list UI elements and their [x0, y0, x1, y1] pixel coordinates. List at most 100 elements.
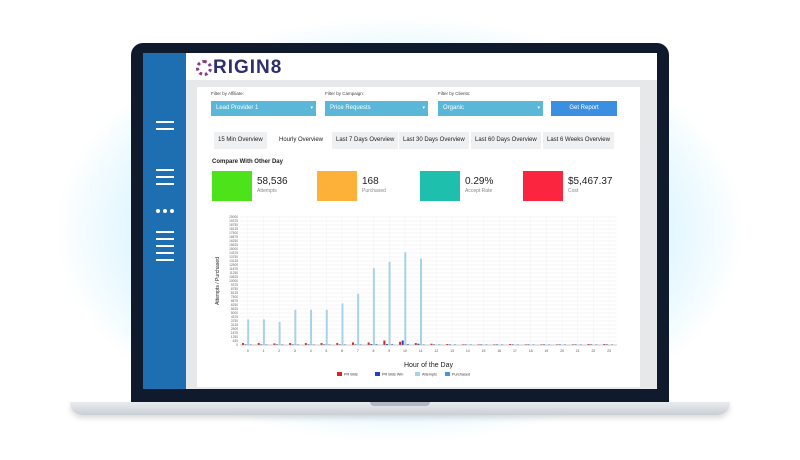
bar-purchased [328, 344, 331, 345]
bar-pr-bids [383, 340, 386, 345]
legend-swatch [337, 372, 342, 376]
bar-pr-bids [477, 344, 480, 345]
kpi-attempts-value: 58,536 [257, 176, 288, 187]
y-tick-label: 16875 [229, 235, 238, 239]
y-tick-label: 5000 [231, 311, 238, 315]
bar-pr-bids-win [323, 344, 326, 345]
y-tick-label: 15000 [229, 247, 238, 251]
bar-attempts [388, 261, 391, 345]
bar-pr-bids [509, 344, 512, 345]
y-tick-label: 9375 [231, 283, 238, 287]
y-tick-label: 16250 [229, 239, 238, 243]
bar-purchased [359, 344, 362, 345]
kpi-cost-label: Cost [568, 188, 579, 194]
bar-pr-bids-win [417, 343, 420, 345]
dashboard-panel: Filter by Affiliate: Lead Provider 1 ▾ F… [197, 87, 640, 387]
bar-pr-bids-win [590, 344, 593, 345]
bar-pr-bids-win [480, 344, 483, 345]
bar-pr-bids [399, 341, 402, 345]
x-tick-label: 4 [310, 349, 312, 353]
bar-purchased [454, 344, 457, 345]
bar-pr-bids-win [244, 344, 247, 345]
bar-purchased [422, 344, 425, 345]
legend-label: Attempts [422, 373, 437, 377]
y-axis-title: Attempts / Purchased [215, 257, 221, 305]
logo[interactable]: RIGIN8 [196, 57, 282, 79]
bar-purchased [344, 344, 347, 345]
bar-pr-bids-win [511, 344, 514, 345]
y-tick-label: 625 [233, 339, 239, 343]
x-tick-label: 5 [325, 349, 327, 353]
kpi-purchased-label: Purchased [362, 188, 386, 194]
bar-attempts [341, 303, 344, 345]
clients-select[interactable]: Organic ▾ [438, 101, 543, 116]
kpi-purchased-value: 168 [362, 176, 379, 187]
bar-pr-bids-win [307, 344, 310, 345]
bar-attempts [262, 319, 265, 345]
tab-15-min-overview[interactable]: 15 Min Overview [214, 132, 267, 149]
x-tick-label: 22 [591, 349, 595, 353]
x-tick-label: 7 [357, 349, 359, 353]
more-dots-icon[interactable] [156, 209, 174, 213]
bar-pr-bids-win [291, 344, 294, 345]
y-tick-label: 17500 [229, 231, 238, 235]
campaign-filter-label: Filter by Campaign: [325, 91, 365, 96]
tab-last-6-weeks[interactable]: Last 6 Weeks Overview [543, 132, 614, 149]
y-tick-label: 1875 [231, 331, 238, 335]
y-tick-label: 10000 [229, 279, 238, 283]
bar-purchased [375, 344, 378, 345]
bar-attempts [310, 309, 313, 345]
laptop-notch [370, 402, 430, 406]
x-tick-label: 16 [497, 349, 501, 353]
bar-purchased [532, 344, 535, 345]
affiliate-select[interactable]: Lead Provider 1 ▾ [211, 101, 316, 116]
bar-purchased [296, 344, 299, 345]
bar-pr-bids [367, 342, 370, 345]
sidebar [143, 53, 186, 389]
bar-pr-bids-win [276, 344, 279, 345]
y-tick-label: 3750 [231, 319, 238, 323]
tab-hourly-overview[interactable]: Hourly Overview [275, 132, 328, 149]
campaign-select-value: Price Requests [330, 105, 371, 111]
y-tick-label: 3125 [231, 323, 238, 327]
list-icon[interactable] [156, 169, 174, 190]
bar-pr-bids-win [385, 344, 388, 345]
x-tick-label: 1 [263, 349, 265, 353]
nav-list-icon[interactable] [156, 231, 174, 266]
tab-last-7-days[interactable]: Last 7 Days Overview [332, 132, 399, 149]
bar-purchased [406, 344, 409, 345]
y-tick-label: 7500 [231, 295, 238, 299]
x-tick-label: 19 [544, 349, 548, 353]
logo-ring-icon [196, 60, 212, 76]
bar-pr-bids [556, 344, 559, 345]
kpi-cost-swatch [523, 171, 563, 201]
kpi-accept-rate-swatch [420, 171, 460, 201]
menu-icon[interactable] [156, 121, 174, 135]
bar-pr-bids-win [338, 344, 341, 345]
top-bar: RIGIN8 [186, 53, 657, 80]
y-tick-label: 5625 [231, 307, 238, 311]
y-tick-label: 15625 [229, 243, 238, 247]
legend-swatch [415, 372, 420, 376]
bar-pr-bids-win [448, 344, 451, 345]
campaign-select[interactable]: Price Requests ▾ [325, 101, 428, 116]
bar-pr-bids-win [370, 344, 373, 345]
bar-pr-bids [571, 344, 574, 345]
bar-purchased [579, 344, 582, 345]
bar-pr-bids-win [401, 340, 404, 345]
kpi-cost-value: $5,467.37 [568, 176, 613, 187]
x-tick-label: 13 [450, 349, 454, 353]
y-tick-label: 10625 [229, 275, 238, 279]
tab-last-60-days[interactable]: Last 60 Days Overview [471, 132, 541, 149]
bar-pr-bids-win [574, 344, 577, 345]
y-tick-label: 8125 [231, 291, 238, 295]
bar-pr-bids [603, 344, 606, 345]
affiliate-select-value: Lead Provider 1 [216, 105, 259, 111]
bar-pr-bids [289, 343, 292, 345]
bar-pr-bids [430, 343, 433, 345]
get-report-button[interactable]: Get Report [551, 101, 617, 116]
kpi-accept-rate-label: Accept Rate [465, 188, 493, 194]
kpi-attempts-swatch [212, 171, 252, 201]
tab-last-30-days[interactable]: Last 30 Days Overview [399, 132, 469, 149]
